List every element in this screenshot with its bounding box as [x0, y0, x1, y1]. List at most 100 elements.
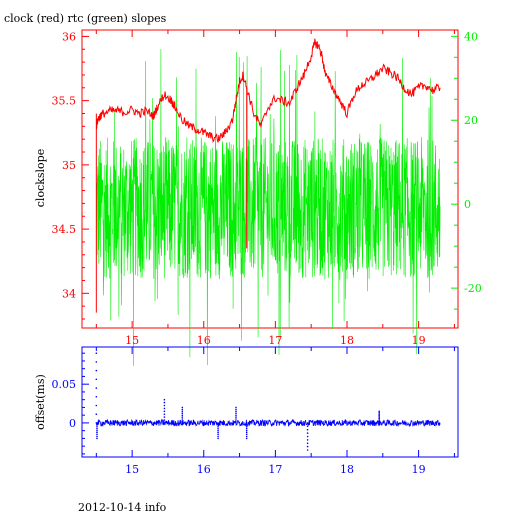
offset-point: [235, 418, 237, 420]
offset-point: [378, 422, 381, 424]
offset-point: [378, 411, 381, 414]
bottom-x-tick-label: 16: [197, 463, 211, 476]
offset-point: [245, 429, 248, 432]
offset-point: [96, 426, 98, 428]
bottom-plot-area: [95, 352, 441, 451]
top-y2-tick-label: 40: [464, 30, 478, 43]
offset-point: [96, 424, 98, 426]
offset-point: [181, 406, 184, 409]
top-y-tick-label: 34.5: [52, 223, 77, 236]
bottom-axes: 15 16 17 18 19 0 0.05: [52, 347, 455, 476]
offset-point: [245, 431, 248, 434]
offset-point: [95, 404, 98, 407]
offset-point: [378, 417, 381, 420]
top-y-tick-label: 36: [62, 30, 76, 43]
offset-point: [235, 422, 237, 424]
offset-point: [306, 439, 309, 441]
top-x-tick-label: 15: [125, 334, 139, 347]
top-y-tick-label: 35: [62, 159, 76, 172]
top-y-tick-label: 34: [62, 287, 76, 300]
offset-point: [306, 422, 309, 424]
offset-point: [95, 361, 98, 363]
offset-point: [217, 422, 219, 424]
offset-point: [235, 406, 237, 409]
top-x-tick-label: 16: [197, 334, 211, 347]
offset-point: [96, 433, 98, 436]
top-y-tick-label: 35.5: [52, 95, 77, 108]
offset-point: [217, 424, 219, 426]
offset-point: [235, 420, 237, 422]
offset-point: [378, 410, 381, 413]
offset-point: [217, 435, 219, 438]
offset-point: [163, 419, 166, 421]
offset-point: [181, 416, 184, 418]
bottom-y-axis-label: offset(ms): [34, 374, 47, 430]
offset-point: [217, 431, 219, 434]
offset-point: [306, 428, 309, 431]
offset-point: [245, 422, 248, 424]
offset-point: [378, 413, 381, 416]
offset-point: [245, 426, 248, 428]
top-plot-frame: [81, 29, 459, 329]
offset-point: [163, 398, 166, 401]
offset-point: [181, 408, 184, 411]
offset-point: [235, 408, 237, 411]
top-plot-area: [95, 38, 441, 366]
offset-point: [217, 433, 219, 436]
offset-point: [378, 416, 381, 418]
offset-point: [306, 449, 309, 451]
offset-point: [95, 352, 98, 355]
offset-point: [95, 378, 98, 381]
offset-point: [217, 427, 219, 430]
top-axes: 15 16 17 18 19 34 34.5 35 35.5 36 -20 0 20 40: [52, 30, 482, 347]
offset-point: [235, 410, 237, 413]
offset-point: [163, 416, 166, 418]
offset-point: [245, 435, 248, 438]
offset-point: [163, 407, 166, 410]
offset-point: [96, 431, 98, 434]
offset-point: [378, 419, 381, 421]
offset-point: [245, 427, 248, 430]
offset-point: [245, 437, 248, 440]
offset-point: [306, 432, 309, 434]
series-line-rtc: [96, 49, 441, 366]
footer-label: 2012-10-14 info: [78, 501, 167, 512]
offset-point: [306, 435, 309, 438]
top-y-axis-label: clockslope: [34, 149, 47, 207]
bottom-x-tick-label: 19: [412, 463, 426, 476]
offset-point: [217, 437, 219, 440]
offset-point: [378, 420, 381, 423]
offset-point: [245, 424, 248, 426]
top-y2-tick-label: 20: [464, 114, 478, 127]
offset-point: [181, 412, 184, 415]
top-y2-tick-label: 0: [464, 198, 471, 211]
offset-point: [181, 418, 184, 420]
offset-point: [181, 422, 184, 424]
bottom-y-tick-label: 0: [69, 417, 76, 430]
series-line-clock: [96, 38, 441, 143]
top-y2-tick-label: -20: [464, 282, 482, 295]
offset-point: [96, 429, 98, 432]
offset-point: [181, 414, 184, 417]
offset-point: [235, 412, 237, 415]
offset-point: [217, 429, 219, 432]
offset-point: [163, 413, 166, 416]
offset-point: [95, 369, 98, 372]
offset-point: [96, 427, 98, 430]
offset-point: [306, 442, 309, 445]
offset-point: [163, 410, 166, 413]
offset-point: [96, 435, 98, 438]
offset-point: [306, 425, 309, 428]
offset-point: [181, 410, 184, 413]
offset-point: [235, 416, 237, 418]
offset-point: [245, 433, 248, 436]
top-x-tick-label: 17: [268, 334, 282, 347]
offset-point: [235, 414, 237, 417]
offset-point: [378, 414, 381, 417]
offset-point: [306, 445, 309, 448]
bottom-x-tick-label: 17: [268, 463, 282, 476]
offset-point: [95, 396, 98, 398]
offset-point: [95, 413, 98, 416]
offset-point: [163, 422, 166, 424]
